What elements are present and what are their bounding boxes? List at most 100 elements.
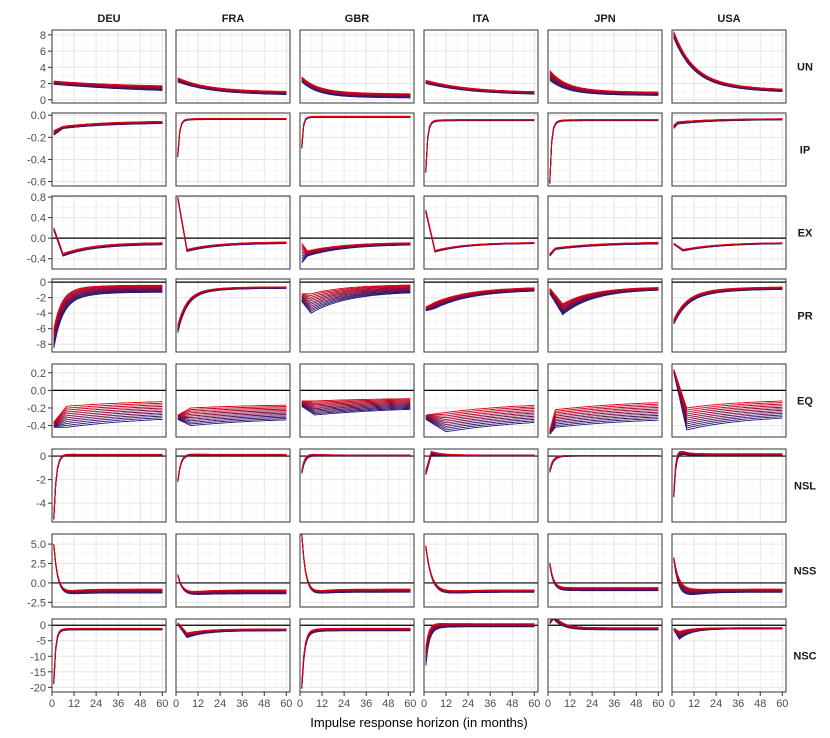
y-tick-label: 5.0 xyxy=(31,539,46,551)
panel-border xyxy=(175,195,291,270)
response-draw-line xyxy=(673,118,783,126)
response-draw-line xyxy=(177,453,287,480)
response-draw-line xyxy=(673,369,783,413)
response-draw-line xyxy=(301,291,411,311)
panel-border xyxy=(175,618,291,693)
response-draw-line xyxy=(673,557,783,590)
y-tick-label: 6 xyxy=(40,46,46,58)
response-draw-line xyxy=(425,415,535,426)
response-draw-line xyxy=(177,415,287,422)
x-tick-label: 24 xyxy=(462,698,474,710)
response-lines xyxy=(673,557,783,595)
y-tick-label: 0 xyxy=(40,620,46,632)
response-lines xyxy=(53,544,163,595)
panel-background xyxy=(672,449,786,522)
response-draw-line xyxy=(301,291,411,312)
response-draw-line xyxy=(53,544,163,591)
response-lines xyxy=(425,287,535,312)
response-lines xyxy=(301,284,411,314)
response-draw-line xyxy=(673,371,783,425)
response-draw-line xyxy=(53,453,163,515)
y-tick-label: 0 xyxy=(40,451,46,463)
response-lines xyxy=(177,453,287,483)
x-tick-label: 36 xyxy=(484,698,496,710)
panel-eq-fra xyxy=(175,363,291,438)
response-draw-line xyxy=(549,455,659,470)
response-lines xyxy=(301,76,411,99)
panel-border xyxy=(299,448,415,523)
response-lines xyxy=(301,115,411,149)
x-tick-label: 60 xyxy=(776,698,788,710)
response-draw-line xyxy=(549,414,659,434)
panel-nsl-deu xyxy=(51,448,167,523)
panel-border xyxy=(51,533,167,608)
y-tick-label: -0.4 xyxy=(27,254,46,266)
panel-nss-deu xyxy=(51,533,167,608)
y-tick-label: 0.8 xyxy=(31,192,46,204)
panel-nsc-deu xyxy=(51,618,167,693)
response-lines xyxy=(53,401,163,428)
panel-border xyxy=(175,363,291,438)
response-lines xyxy=(425,79,535,95)
panel-background xyxy=(424,449,538,522)
response-lines xyxy=(549,119,659,184)
y-tick-label: -4 xyxy=(36,498,46,510)
response-draw-line xyxy=(53,627,163,679)
x-tick-label: 0 xyxy=(297,698,303,710)
response-draw-line xyxy=(301,286,411,300)
response-draw-line xyxy=(673,372,783,431)
x-tick-label: 36 xyxy=(236,698,248,710)
y-tick-label: 0 xyxy=(40,277,46,289)
y-tick-label: 0.4 xyxy=(31,213,46,225)
response-draw-line xyxy=(53,409,163,425)
y-tick-label: 2 xyxy=(40,79,46,91)
panel-border xyxy=(423,533,539,608)
panel-background xyxy=(548,113,662,186)
panel-eq-deu xyxy=(51,363,167,438)
x-tick-label: 60 xyxy=(280,698,292,710)
y-tick-label: -20 xyxy=(30,682,46,694)
panel-border xyxy=(547,533,663,608)
response-draw-line xyxy=(301,401,411,406)
response-draw-line xyxy=(301,453,411,471)
response-draw-line xyxy=(673,31,783,90)
y-tick-label: -0.2 xyxy=(27,132,46,144)
response-draw-line xyxy=(425,119,535,169)
panel-pr-jpn xyxy=(547,278,663,353)
response-draw-line xyxy=(425,411,535,420)
response-draw-line xyxy=(177,77,287,92)
response-draw-line xyxy=(177,404,287,416)
response-draw-line xyxy=(53,289,163,343)
response-lines xyxy=(673,627,783,640)
response-draw-line xyxy=(425,414,535,424)
panel-background xyxy=(176,196,290,269)
row-label-nsc: NSC xyxy=(793,651,816,663)
panel-background xyxy=(672,30,786,103)
column-label-jpn: JPN xyxy=(594,13,615,25)
column-label-gbr: GBR xyxy=(345,13,370,25)
row-label-ex: EX xyxy=(798,228,813,240)
response-draw-line xyxy=(53,286,163,335)
response-draw-line xyxy=(177,118,287,153)
response-draw-line xyxy=(549,287,659,305)
response-draw-line xyxy=(549,411,659,433)
response-draw-line xyxy=(425,417,535,427)
panel-un-usa xyxy=(671,29,787,104)
panel-nss-fra xyxy=(175,533,291,608)
panel-eq-usa xyxy=(671,363,787,438)
panel-nss-gbr xyxy=(299,533,415,608)
panel-background xyxy=(52,30,166,103)
panel-border xyxy=(547,363,663,438)
response-lines xyxy=(177,77,287,95)
response-draw-line xyxy=(53,291,163,349)
y-tick-label: -0.6 xyxy=(27,177,46,189)
response-draw-line xyxy=(53,120,163,132)
response-draw-line xyxy=(53,418,163,428)
panel-eq-jpn xyxy=(547,363,663,438)
response-draw-line xyxy=(301,402,411,407)
response-draw-line xyxy=(53,286,163,333)
response-lines xyxy=(425,404,535,433)
panel-border xyxy=(299,278,415,353)
response-draw-line xyxy=(53,415,163,427)
panel-border xyxy=(423,195,539,270)
